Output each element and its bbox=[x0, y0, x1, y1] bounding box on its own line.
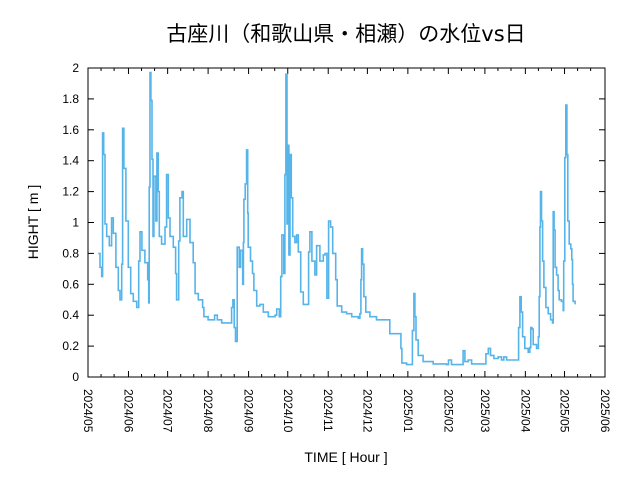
x-tick-label: 2024/09 bbox=[242, 389, 256, 433]
y-tick-label: 0.8 bbox=[62, 246, 79, 260]
y-tick-label: 0.4 bbox=[62, 308, 79, 322]
x-tick-label: 2024/10 bbox=[281, 389, 295, 433]
series-line-water-level bbox=[98, 71, 576, 366]
x-tick-label: 2025/04 bbox=[518, 389, 532, 433]
y-tick-label: 1.4 bbox=[62, 154, 79, 168]
x-tick-label: 2024/08 bbox=[201, 389, 215, 433]
y-tick-label: 1 bbox=[72, 216, 79, 230]
y-tick-label: 1.6 bbox=[62, 123, 79, 137]
x-tick-label: 2025/01 bbox=[401, 389, 415, 433]
plot-frame bbox=[87, 67, 606, 378]
y-tick-label: 0.2 bbox=[62, 339, 79, 353]
y-tick-label: 1.8 bbox=[62, 92, 79, 106]
y-axis-title: HIGHT [ m ] bbox=[25, 185, 41, 259]
x-tick-label: 2024/11 bbox=[321, 389, 335, 432]
x-tick-label: 2025/03 bbox=[478, 389, 492, 433]
x-axis-title: TIME [ Hour ] bbox=[304, 449, 387, 465]
x-tick-label: 2024/07 bbox=[161, 389, 175, 433]
x-tick-label: 2025/05 bbox=[558, 389, 572, 433]
y-tick-label: 0 bbox=[72, 370, 79, 384]
y-tick-label: 2 bbox=[72, 61, 79, 75]
chart-title: 古座川（和歌山県・相瀬）の水位vs日 bbox=[166, 22, 525, 46]
x-tick-label: 2025/02 bbox=[441, 389, 455, 433]
plot-area bbox=[98, 71, 576, 366]
x-tick-label: 2024/05 bbox=[81, 389, 95, 433]
y-tick-label: 0.6 bbox=[62, 277, 79, 291]
x-tick-label: 2024/12 bbox=[360, 389, 374, 433]
x-tick-label: 2025/06 bbox=[598, 389, 612, 433]
y-tick-label: 1.2 bbox=[62, 185, 79, 199]
x-tick-label: 2024/06 bbox=[121, 389, 135, 433]
